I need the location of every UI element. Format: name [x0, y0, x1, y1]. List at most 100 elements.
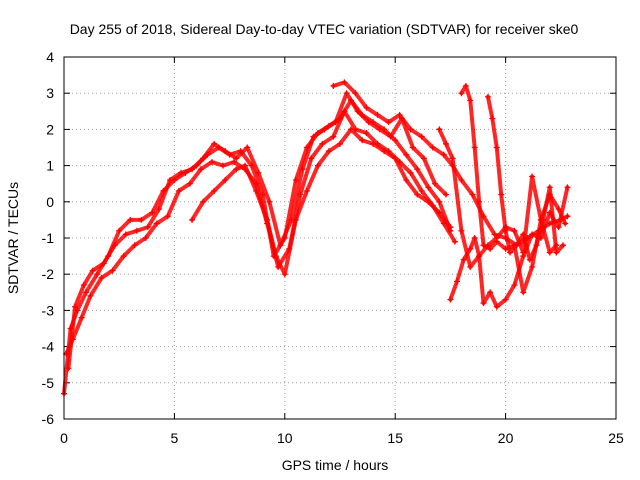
series-track-a [61, 97, 454, 397]
data-point [374, 111, 381, 118]
data-point [211, 140, 218, 147]
series-track-i [436, 126, 560, 270]
data-point [493, 303, 500, 310]
chart-title: Day 255 of 2018, Sidereal Day-to-day VTE… [70, 21, 579, 37]
data-point [529, 263, 536, 270]
data-point [144, 224, 151, 231]
series-track-d [189, 126, 454, 278]
data-point [363, 130, 370, 137]
data-point [449, 155, 456, 162]
data-point [392, 137, 399, 144]
data-point [116, 227, 123, 234]
data-point [253, 187, 260, 194]
data-point [429, 144, 436, 151]
x-tick-label: 0 [60, 430, 68, 446]
data-point [529, 173, 536, 180]
data-point [83, 289, 90, 296]
y-tick-label: 4 [46, 49, 54, 65]
data-point [489, 115, 496, 122]
data-point [200, 155, 207, 162]
axis-ticks: 0 5 10 15 20 25 -6 -5 -4 -3 -2 -1 0 1 2 3 4 [42, 49, 624, 446]
data-point [131, 242, 138, 249]
data-point [281, 271, 288, 278]
data-point [308, 155, 315, 162]
series-trail [64, 109, 457, 356]
data-point [292, 216, 299, 223]
data-point [189, 216, 196, 223]
data-point [476, 253, 483, 260]
data-point [272, 253, 279, 260]
y-tick-label: -2 [42, 266, 55, 282]
data-point [414, 166, 421, 173]
data-point [72, 303, 79, 310]
data-point [189, 166, 196, 173]
data-point [407, 126, 414, 133]
data-point [164, 213, 171, 220]
data-point [467, 263, 474, 270]
data-point [266, 198, 273, 205]
series-trail [62, 98, 453, 396]
data-point [458, 177, 465, 184]
data-point [498, 191, 505, 198]
data-point [310, 133, 317, 140]
data-point [319, 140, 326, 147]
data-point [186, 180, 193, 187]
data-point [303, 187, 310, 194]
data-point [332, 119, 339, 126]
data-point [555, 224, 562, 231]
data-point [341, 79, 348, 86]
data-point [111, 242, 118, 249]
data-point [555, 206, 562, 213]
data-point [520, 289, 527, 296]
data-point [447, 296, 454, 303]
data-point [208, 158, 215, 165]
data-point [420, 155, 427, 162]
data-point [387, 133, 394, 140]
series-trail [331, 80, 570, 248]
data-point [425, 184, 432, 191]
data-point [403, 151, 410, 158]
x-tick-label: 15 [387, 430, 403, 446]
data-point [454, 278, 461, 285]
data-point [370, 140, 377, 147]
data-point [467, 97, 474, 104]
data-point [491, 231, 498, 238]
data-point [120, 253, 127, 260]
y-tick-label: -4 [42, 339, 55, 355]
data-point [153, 220, 160, 227]
data-point [365, 119, 372, 126]
data-point [363, 104, 370, 111]
x-tick-label: 10 [277, 430, 293, 446]
data-point [502, 296, 509, 303]
data-point [502, 224, 509, 231]
data-point [255, 169, 262, 176]
data-point [436, 209, 443, 216]
series-track-e [330, 79, 571, 249]
data-point [409, 144, 416, 151]
data-point [414, 191, 421, 198]
data-point [385, 119, 392, 126]
data-point [392, 155, 399, 162]
data-point [553, 242, 560, 249]
data-point [458, 227, 465, 234]
data-point [507, 249, 514, 256]
data-point [242, 162, 249, 169]
data-point [87, 292, 94, 299]
data-point [222, 148, 229, 155]
data-point [442, 191, 449, 198]
x-axis-label: GPS time / hours [282, 457, 389, 473]
data-point [330, 133, 337, 140]
data-point [178, 169, 185, 176]
data-point [564, 213, 571, 220]
plot-frame [63, 56, 617, 420]
data-point [155, 206, 162, 213]
data-point [442, 140, 449, 147]
data-point [325, 148, 332, 155]
y-tick-label: 0 [46, 194, 54, 210]
data-point [330, 82, 337, 89]
data-point [109, 267, 116, 274]
data-point [546, 249, 553, 256]
data-point [264, 216, 271, 223]
data-point [175, 187, 182, 194]
